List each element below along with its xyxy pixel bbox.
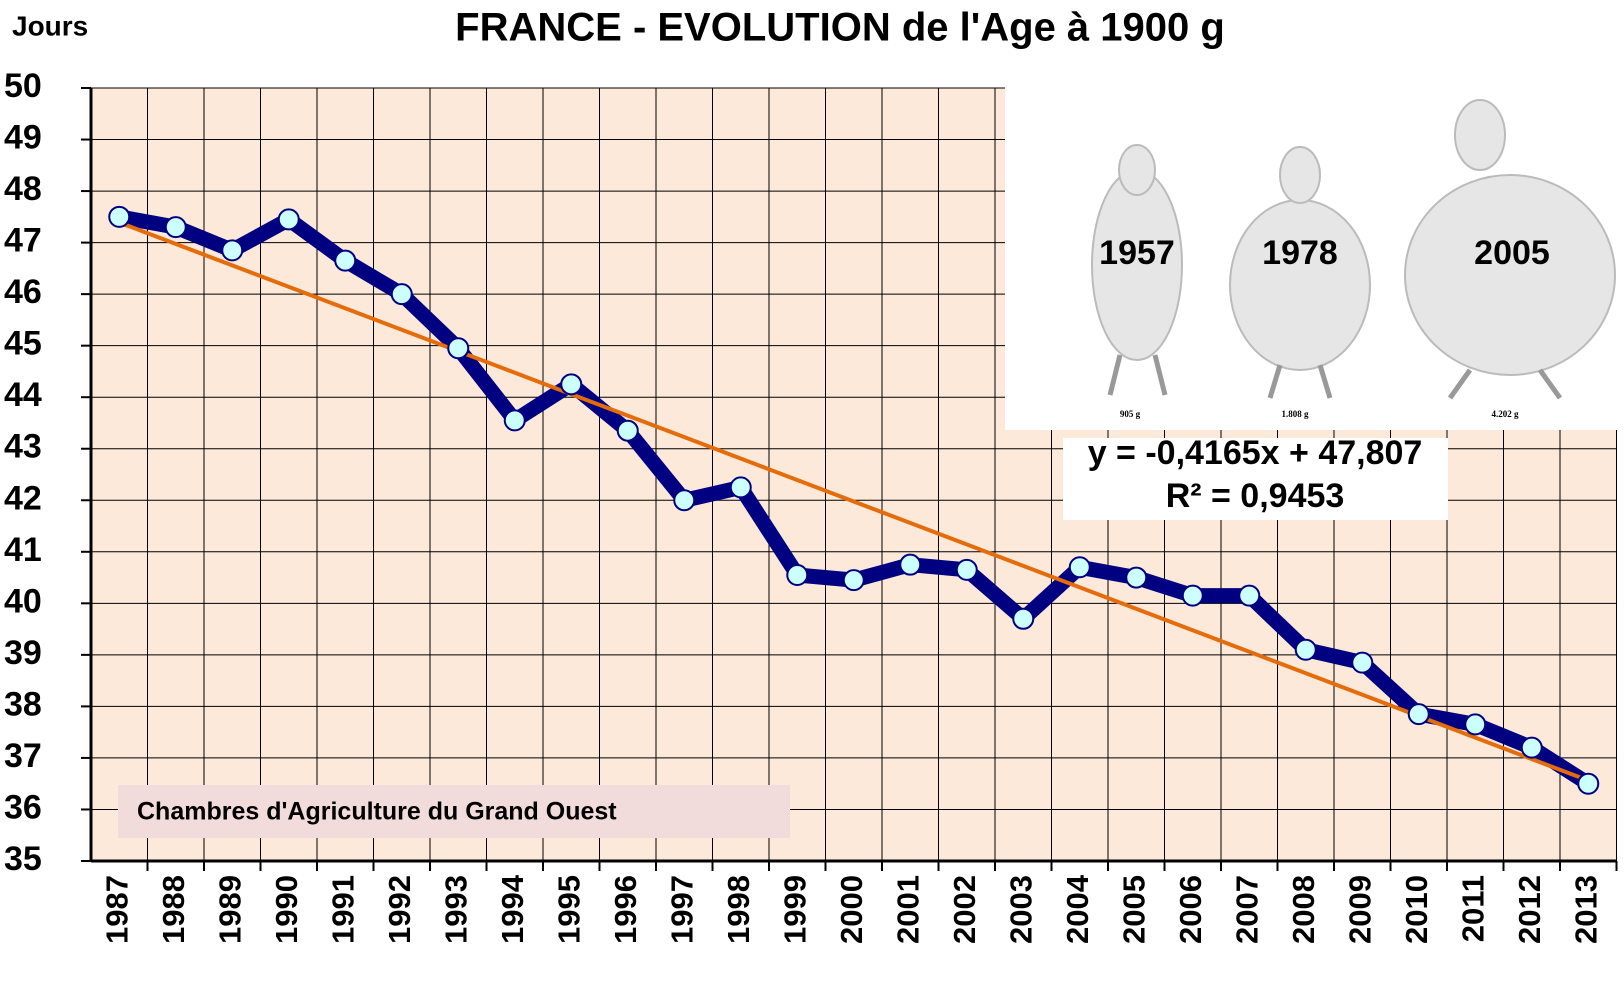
- y-tick-label: 48: [4, 170, 42, 208]
- data-point: [109, 207, 129, 227]
- x-tick-label: 1999: [777, 875, 812, 944]
- x-tick-label: 2008: [1286, 875, 1321, 944]
- data-point: [1465, 714, 1485, 734]
- x-tick-label: 1989: [212, 875, 247, 944]
- data-point: [1183, 586, 1203, 606]
- y-tick-label: 40: [4, 582, 42, 620]
- y-tick-label: 43: [4, 428, 42, 466]
- inset-year: 1978: [1262, 234, 1338, 272]
- y-tick-label: 37: [4, 737, 42, 775]
- data-point: [166, 217, 186, 237]
- data-point: [731, 477, 751, 497]
- y-axis-label: Jours: [12, 10, 88, 41]
- chart-title: FRANCE - EVOLUTION de l'Age à 1900 g: [455, 6, 1225, 50]
- data-point: [957, 560, 977, 580]
- x-tick-label: 2003: [1003, 875, 1038, 944]
- x-tick-label: 2004: [1060, 874, 1095, 944]
- x-tick-label: 2005: [1116, 875, 1151, 944]
- x-tick-label: 1993: [438, 875, 473, 944]
- x-tick-label: 1996: [608, 875, 643, 944]
- data-point: [1296, 640, 1316, 660]
- data-point: [279, 209, 299, 229]
- y-tick-label: 49: [4, 119, 42, 157]
- x-tick-label: 1991: [325, 875, 360, 944]
- x-tick-label: 2001: [890, 875, 925, 944]
- source: Chambres d'Agriculture du Grand Ouest: [137, 798, 617, 826]
- inset-weight: 4.202 g: [1492, 409, 1520, 419]
- data-point: [787, 565, 807, 585]
- inset-photo: 1957 1978 2005 905 g 1.808 g 4.202 g: [1005, 86, 1624, 430]
- data-point: [1126, 568, 1146, 588]
- x-tick-label: 1990: [269, 875, 304, 944]
- y-tick-label: 35: [4, 840, 42, 878]
- chart: FRANCE - EVOLUTION de l'Age à 1900 g Jou…: [0, 0, 1624, 981]
- x-tick-label: 2011: [1455, 875, 1490, 942]
- y-tick-label: 50: [4, 67, 42, 105]
- y-tick-label: 46: [4, 273, 42, 311]
- y-tick-label: 45: [4, 325, 42, 363]
- data-point: [561, 374, 581, 394]
- data-point: [900, 555, 920, 575]
- x-tick-label: 1998: [721, 875, 756, 944]
- y-tick-label: 44: [4, 376, 42, 414]
- y-tick-label: 36: [4, 788, 42, 826]
- x-tick-label: 2007: [1229, 875, 1264, 944]
- y-tick-label: 38: [4, 685, 42, 723]
- data-point: [1013, 609, 1033, 629]
- x-tick-label: 2000: [834, 875, 869, 944]
- x-tick-label: 2009: [1342, 875, 1377, 944]
- data-point: [1409, 704, 1429, 724]
- data-point: [222, 240, 242, 260]
- data-point: [505, 410, 525, 430]
- inset-weight: 905 g: [1120, 409, 1141, 419]
- data-point: [1578, 774, 1598, 794]
- y-tick-label: 41: [4, 531, 42, 569]
- x-tick-label: 1987: [99, 875, 134, 944]
- y-tick-label: 42: [4, 479, 42, 517]
- data-point: [618, 421, 638, 441]
- inset-weight: 1.808 g: [1282, 409, 1310, 419]
- x-tick-label: 2013: [1568, 875, 1603, 944]
- y-tick-label: 47: [4, 222, 42, 260]
- x-tick-label: 2002: [947, 875, 982, 944]
- x-tick-label: 2012: [1512, 875, 1547, 944]
- data-point: [674, 490, 694, 510]
- data-point: [448, 338, 468, 358]
- data-point: [844, 570, 864, 590]
- inset-year: 1957: [1099, 234, 1175, 272]
- inset-year: 2005: [1474, 234, 1550, 272]
- data-point: [1522, 738, 1542, 758]
- x-tick-label: 2010: [1399, 875, 1434, 944]
- x-tick-label: 1995: [551, 875, 586, 944]
- data-point: [1070, 557, 1090, 577]
- trend-r2: R² = 0,9453: [1166, 477, 1345, 515]
- y-tick-label: 39: [4, 634, 42, 672]
- x-tick-label: 1992: [382, 875, 417, 944]
- data-point: [392, 284, 412, 304]
- x-tick-label: 1997: [664, 875, 699, 944]
- data-point: [335, 251, 355, 271]
- x-tick-label: 1988: [156, 875, 191, 944]
- trend-equation: y = -0,4165x + 47,807: [1088, 434, 1423, 472]
- x-tick-label: 1994: [495, 874, 530, 944]
- x-tick-label: 2006: [1173, 875, 1208, 944]
- data-point: [1239, 586, 1259, 606]
- data-point: [1352, 653, 1372, 673]
